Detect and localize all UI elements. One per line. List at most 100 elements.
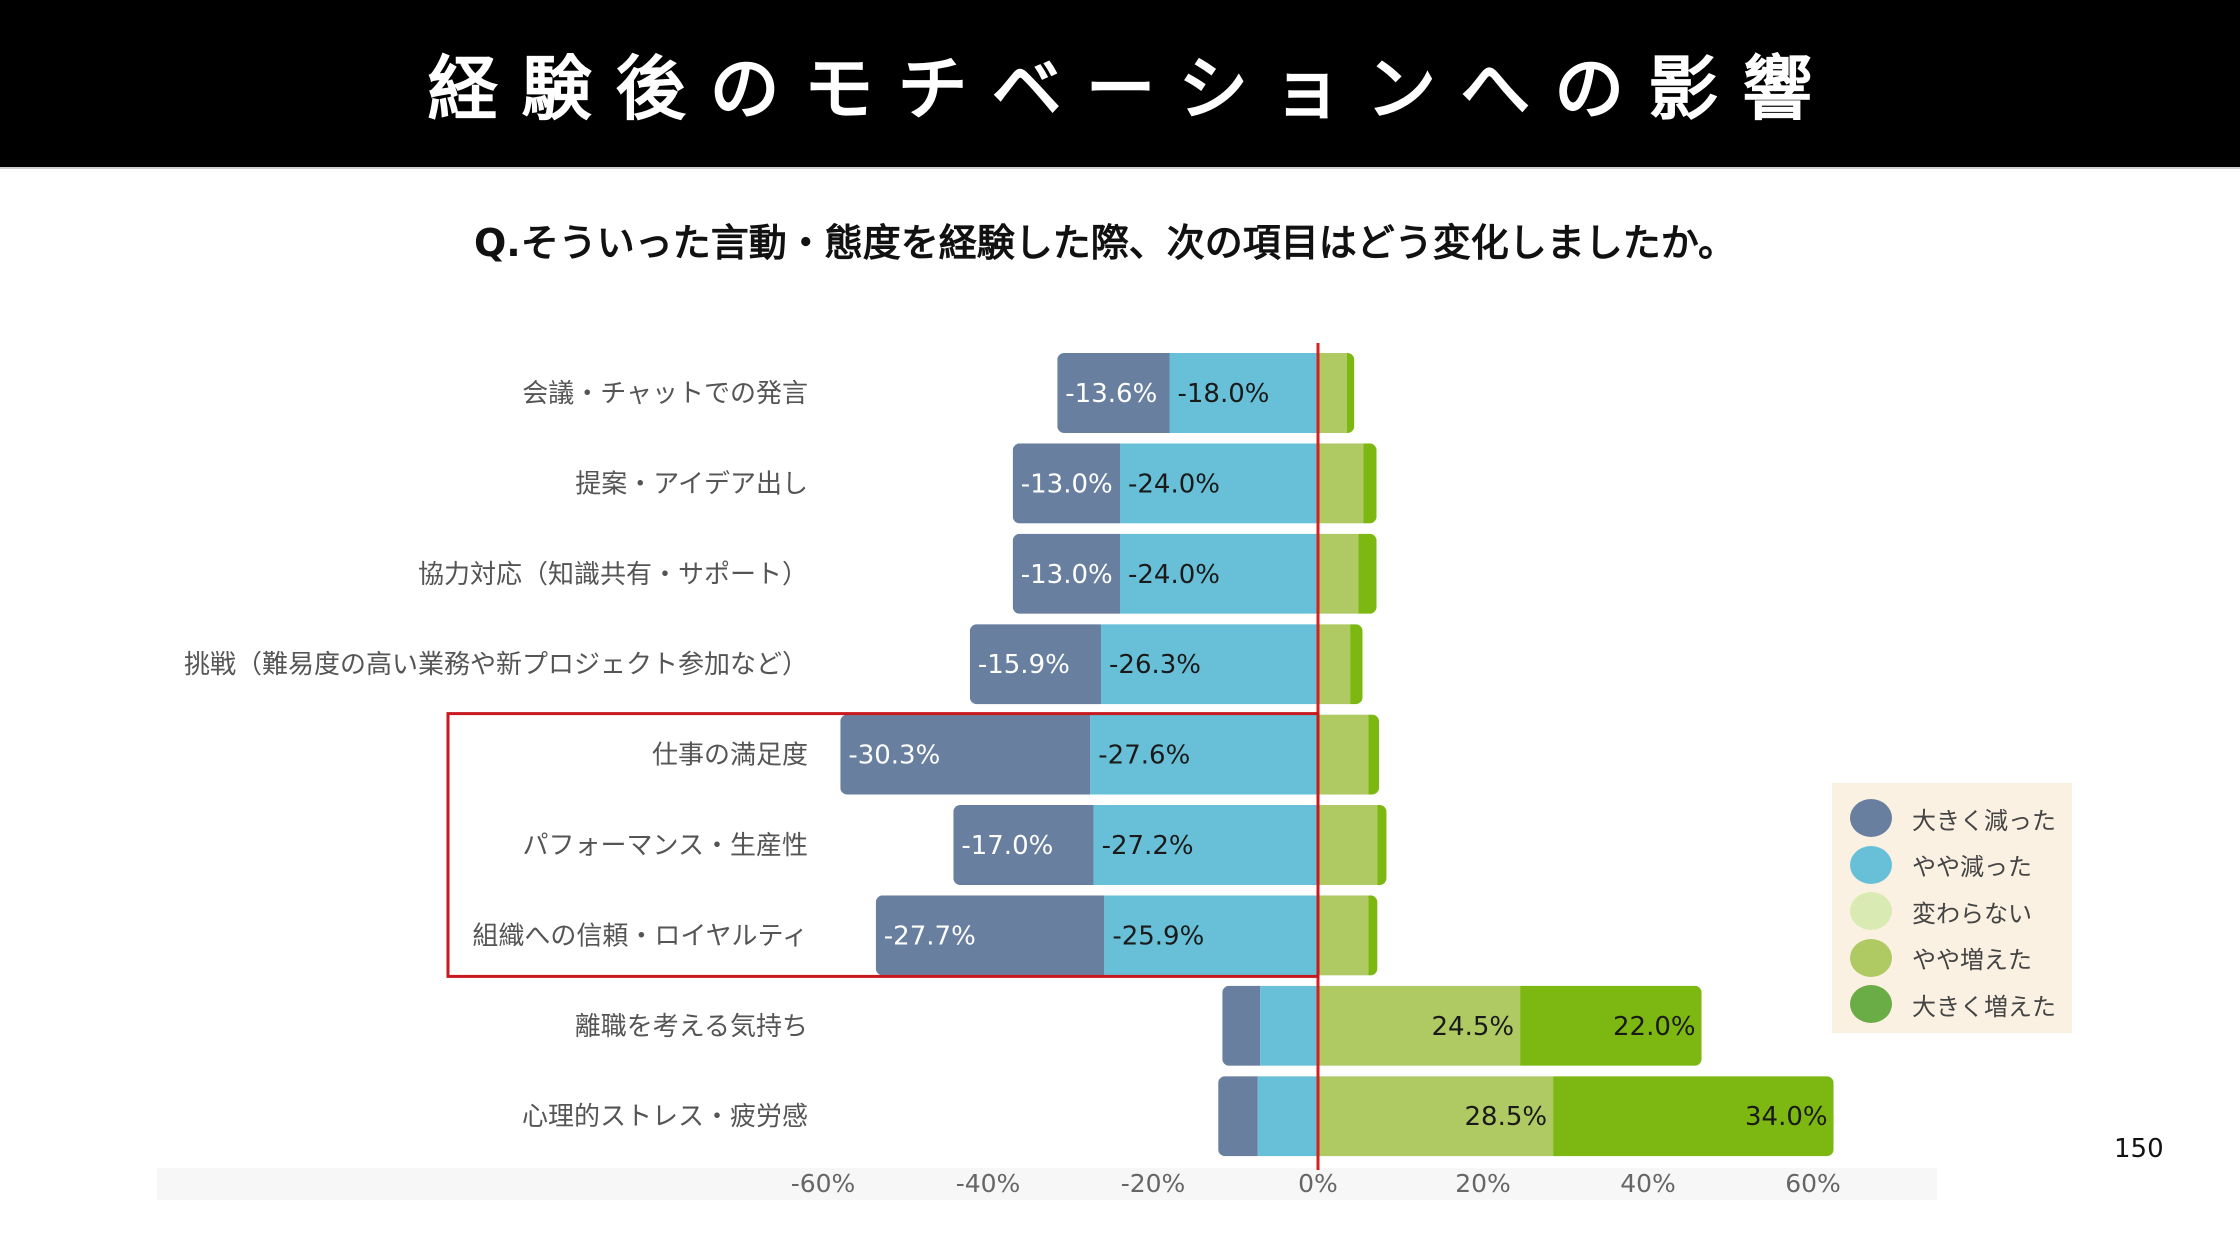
legend-label: やや増えた — [1912, 946, 2032, 975]
x-tick-label: 0% — [1298, 1169, 1338, 1198]
category-label: 組織への信頼・ロイヤルティ — [472, 921, 808, 951]
bar-large-increase — [1377, 805, 1387, 885]
bar-row — [1057, 353, 1355, 433]
bar-slight-increase — [1318, 353, 1347, 433]
bar-large-decrease — [1222, 985, 1261, 1066]
bar-slight-decrease — [1101, 624, 1318, 705]
bar-slight-increase — [1318, 985, 1521, 1066]
category-label: 協力対応（知識共有・サポート） — [418, 560, 808, 590]
bar-slight-decrease — [1169, 353, 1318, 433]
legend-item: やや増えた — [1850, 935, 2072, 982]
x-tick-label: -60% — [791, 1169, 856, 1198]
data-label: -13.0% — [1021, 560, 1113, 590]
x-tick-label: -20% — [1121, 1169, 1186, 1198]
bar-large-increase — [1520, 985, 1702, 1066]
legend: 大きく減った やや減った 変わらない やや増えた 大きく増えた — [1832, 783, 2072, 1033]
bar-large-decrease — [875, 895, 1105, 976]
legend-label: やや減った — [1912, 853, 2032, 882]
bar-slight-increase — [1318, 714, 1369, 795]
bar-slight-decrease — [1090, 714, 1318, 795]
bar-large-decrease — [1012, 533, 1120, 614]
legend-item: 大きく増えた — [1850, 981, 2072, 1028]
page-number: 150 — [2114, 1134, 2164, 1164]
bar-slight-increase — [1318, 895, 1369, 976]
bar-slight-decrease — [1120, 533, 1318, 614]
legend-swatch-icon — [1850, 845, 1892, 884]
legend-swatch-icon — [1850, 892, 1892, 931]
bar-large-increase — [1358, 533, 1377, 614]
data-label: -26.3% — [1109, 650, 1201, 680]
legend-item: 大きく減った — [1850, 795, 2072, 842]
x-axis-ticks-group: -60% -40% -20% 0% 20% 40% 60% — [791, 1169, 1841, 1198]
category-label: 会議・チャットでの発言 — [522, 379, 808, 409]
bar-large-decrease — [1012, 443, 1120, 524]
data-label: -15.9% — [978, 650, 1070, 680]
data-label: -27.6% — [1098, 741, 1190, 771]
data-label: -18.0% — [1178, 379, 1270, 409]
question-text-row: Q.そういった言動・態度を経験した際、次の項目はどう変化しましたか。 — [0, 212, 2240, 267]
bar-large-increase — [1350, 624, 1363, 705]
legend-swatch-icon — [1850, 799, 1892, 838]
bar-slight-increase — [1318, 624, 1351, 705]
bar-large-increase — [1346, 353, 1355, 433]
x-tick-label: -40% — [956, 1169, 1021, 1198]
bar-slight-decrease — [1257, 1076, 1318, 1157]
bar-large-decrease — [953, 805, 1094, 885]
bar-row — [840, 714, 1380, 795]
question-text: Q.そういった言動・態度を経験した際、次の項目はどう変化しましたか。 — [474, 221, 1736, 265]
category-label: 挑戦（難易度の高い業務や新プロジェクト参加など） — [184, 650, 808, 680]
bar-large-increase — [1368, 895, 1378, 976]
bars-group: -13.6% -18.0% -13.0% -24.0% -13.0% -24.0% -15.… — [840, 353, 1834, 1157]
data-label: -13.0% — [1021, 469, 1113, 499]
data-label: -17.0% — [961, 831, 1053, 861]
x-tick-label: 20% — [1455, 1169, 1511, 1198]
bar-large-increase — [1553, 1076, 1834, 1157]
bar-slight-increase — [1318, 533, 1359, 614]
legend-swatch-icon — [1850, 938, 1892, 977]
legend-item: やや減った — [1850, 842, 2072, 889]
category-label: 離職を考える気持ち — [575, 1012, 808, 1042]
category-label: 提案・アイデア出し — [575, 469, 808, 499]
data-label: 22.0% — [1613, 1012, 1696, 1042]
bar-row — [1222, 985, 1702, 1066]
bar-slight-increase — [1318, 805, 1378, 885]
bar-row — [875, 895, 1378, 976]
legend-label: 大きく減った — [1912, 806, 2056, 835]
data-label: -30.3% — [848, 741, 940, 771]
bar-slight-decrease — [1260, 985, 1318, 1066]
bar-slight-decrease — [1104, 895, 1318, 976]
page-title: 経験後のモチベーションへの影響 — [427, 48, 1837, 130]
bar-large-decrease — [969, 624, 1102, 705]
data-label: 24.5% — [1432, 1012, 1515, 1042]
data-label: -24.0% — [1128, 560, 1220, 590]
category-label: 仕事の満足度 — [652, 741, 808, 771]
bar-slight-increase — [1318, 1076, 1554, 1157]
bar-large-increase — [1368, 714, 1380, 795]
bar-row — [969, 624, 1363, 705]
data-label: -25.9% — [1112, 921, 1204, 951]
legend-swatch-icon — [1850, 985, 1892, 1024]
legend-item: 変わらない — [1850, 888, 2072, 935]
data-label: -13.6% — [1065, 379, 1157, 409]
x-tick-label: 60% — [1785, 1169, 1841, 1198]
bar-large-increase — [1363, 443, 1377, 524]
bar-row — [1218, 1076, 1834, 1157]
x-tick-label: 40% — [1620, 1169, 1676, 1198]
bar-large-decrease — [840, 714, 1091, 795]
legend-label: 大きく増えた — [1912, 992, 2056, 1021]
data-label: 34.0% — [1745, 1102, 1828, 1132]
title-bar: 経験後のモチベーションへの影響 — [0, 0, 2240, 169]
data-label: -27.2% — [1102, 831, 1194, 861]
bar-row — [953, 805, 1387, 885]
category-label: パフォーマンス・生産性 — [523, 831, 808, 861]
bar-row — [1012, 443, 1377, 524]
legend-label: 変わらない — [1912, 899, 2032, 928]
axis-band — [157, 1168, 1937, 1200]
bar-slight-decrease — [1120, 443, 1318, 524]
highlight-box — [446, 712, 1320, 978]
category-label: 心理的ストレス・疲労感 — [522, 1102, 808, 1132]
bar-slight-increase — [1318, 443, 1364, 524]
bar-slight-decrease — [1093, 805, 1318, 885]
